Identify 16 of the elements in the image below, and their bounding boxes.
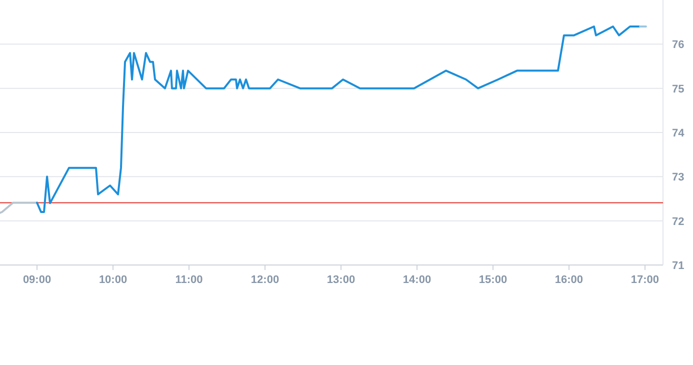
x-tick-label: 15:00	[478, 274, 508, 286]
x-tick-label: 17:00	[630, 274, 660, 286]
y-tick-label: 73	[672, 172, 684, 184]
y-tick-label: 76	[672, 39, 684, 52]
x-tick-label: 10:00	[98, 274, 128, 286]
x-tick-label: 13:00	[326, 274, 356, 286]
x-tick-label: 14:00	[402, 274, 432, 286]
y-tick-label: 75	[672, 83, 684, 96]
y-tick-label: 72	[672, 216, 684, 228]
x-tick-label: 09:00	[22, 274, 52, 286]
x-tick-label: 12:00	[250, 274, 280, 286]
y-tick-label: 74	[672, 128, 686, 140]
x-tick-label: 11:00	[175, 274, 203, 286]
y-tick-label: 71	[672, 260, 684, 272]
x-tick-label: 16:00	[554, 274, 584, 286]
line-series	[36, 26, 641, 213]
